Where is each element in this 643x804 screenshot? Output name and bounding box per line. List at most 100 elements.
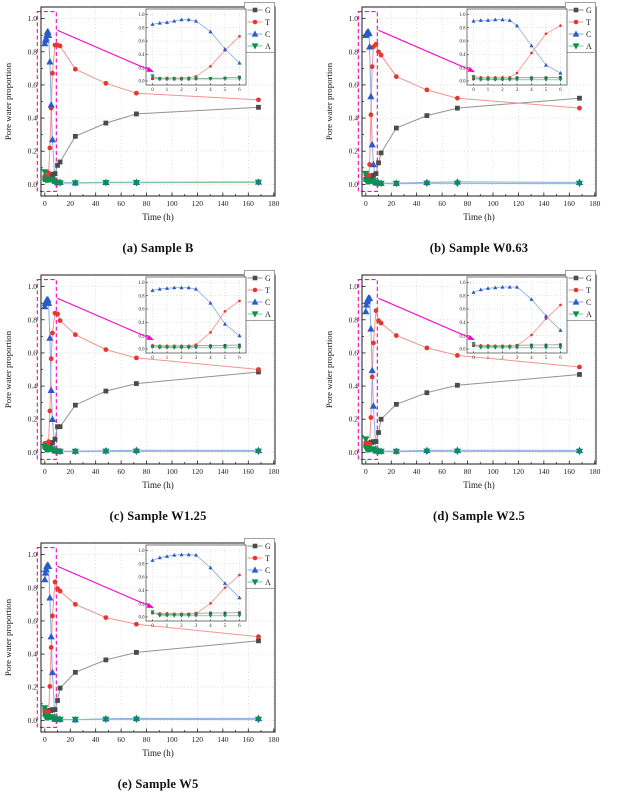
svg-text:0.2: 0.2 bbox=[460, 66, 467, 71]
svg-text:A: A bbox=[265, 578, 271, 587]
panel-caption-b: (b) Sample W0.63 bbox=[429, 241, 529, 255]
svg-text:1.0: 1.0 bbox=[139, 549, 146, 554]
panel-sample-w25: 0 20 40 60 80 100 120 140 160 180 0.0 0.2 0.4 0.6 0.8 1… bbox=[321, 268, 642, 536]
inset-chart: 0 1 2 3 4 5 6 0.0 0.2 0.4 0.6 0.8 1.0 bbox=[460, 8, 568, 93]
svg-text:0.8: 0.8 bbox=[139, 294, 146, 299]
svg-text:G: G bbox=[265, 274, 271, 283]
empty-cell bbox=[321, 536, 643, 804]
svg-text:80: 80 bbox=[143, 467, 151, 476]
inset-chart: 0 1 2 3 4 5 6 0.0 0.2 0.4 0.6 0.8 1.0 bbox=[460, 276, 568, 361]
svg-text:6: 6 bbox=[238, 88, 241, 93]
x-axis-label: Time (h) bbox=[463, 212, 494, 222]
svg-text:100: 100 bbox=[487, 199, 499, 208]
zoom-region-box bbox=[357, 279, 378, 460]
svg-text:0.8: 0.8 bbox=[349, 315, 359, 324]
svg-text:G: G bbox=[586, 6, 592, 15]
inset-chart: 0 1 2 3 4 5 6 0.0 0.2 0.4 0.6 0.8 1.0 bbox=[139, 544, 247, 629]
svg-text:1: 1 bbox=[166, 356, 169, 361]
svg-text:A: A bbox=[586, 42, 592, 51]
svg-text:A: A bbox=[265, 310, 271, 319]
series bbox=[41, 561, 263, 724]
svg-text:0.0: 0.0 bbox=[349, 448, 359, 457]
svg-text:0.8: 0.8 bbox=[139, 562, 146, 567]
svg-text:T: T bbox=[265, 18, 270, 27]
svg-text:1.0: 1.0 bbox=[139, 13, 146, 18]
zoom-callout-arrow bbox=[57, 29, 148, 70]
svg-text:0.0: 0.0 bbox=[28, 716, 38, 725]
sample-w5-chart: 0 20 40 60 80 100 120 140 160 1800.00.20.40.60.81… bbox=[0, 536, 321, 768]
svg-text:G: G bbox=[265, 6, 271, 15]
series bbox=[41, 28, 263, 187]
svg-text:5: 5 bbox=[224, 88, 227, 93]
svg-text:0.8: 0.8 bbox=[28, 47, 38, 56]
x-axis-label: Time (h) bbox=[142, 480, 173, 490]
svg-text:0: 0 bbox=[364, 199, 368, 208]
svg-text:60: 60 bbox=[438, 467, 446, 476]
svg-text:0.2: 0.2 bbox=[28, 415, 38, 424]
svg-text:0: 0 bbox=[472, 88, 475, 93]
y-axis-label: Pore water proportion bbox=[3, 62, 13, 140]
axis-ticks: 0 20 40 60 80 100 120 140 160 1800.00.20.40.60.81… bbox=[349, 282, 601, 476]
svg-text:40: 40 bbox=[413, 467, 421, 476]
zoom-region-box bbox=[36, 547, 57, 728]
svg-text:0.2: 0.2 bbox=[460, 334, 467, 339]
svg-text:0: 0 bbox=[151, 624, 154, 629]
svg-text:0.0: 0.0 bbox=[28, 448, 38, 457]
svg-text:140: 140 bbox=[217, 467, 229, 476]
svg-text:1: 1 bbox=[166, 624, 169, 629]
svg-text:1.0: 1.0 bbox=[28, 282, 38, 291]
svg-text:0.6: 0.6 bbox=[28, 80, 38, 89]
x-axis-label: Time (h) bbox=[142, 748, 173, 758]
svg-text:6: 6 bbox=[559, 356, 562, 361]
zoom-callout-arrowhead bbox=[467, 66, 475, 73]
panel-sample-b: 0 20 40 60 80 100 120 140 160 180 0.0 0.2 0.4 0.6 0.8 1… bbox=[0, 0, 321, 268]
y-axis-label: Pore water proportion bbox=[3, 598, 13, 676]
svg-text:140: 140 bbox=[538, 467, 550, 476]
svg-text:1.0: 1.0 bbox=[460, 13, 467, 18]
svg-text:0.2: 0.2 bbox=[139, 602, 146, 607]
svg-text:5: 5 bbox=[545, 356, 548, 361]
svg-text:60: 60 bbox=[117, 199, 125, 208]
svg-text:0: 0 bbox=[472, 356, 475, 361]
svg-text:0.6: 0.6 bbox=[28, 348, 38, 357]
svg-text:0.2: 0.2 bbox=[349, 147, 359, 156]
svg-text:180: 180 bbox=[268, 199, 280, 208]
svg-text:40: 40 bbox=[92, 199, 100, 208]
svg-text:100: 100 bbox=[166, 467, 178, 476]
svg-text:60: 60 bbox=[117, 735, 125, 744]
svg-text:6: 6 bbox=[559, 88, 562, 93]
zoom-callout-arrowhead bbox=[146, 66, 154, 73]
svg-text:80: 80 bbox=[464, 467, 472, 476]
svg-text:0.6: 0.6 bbox=[460, 40, 467, 45]
svg-text:0.8: 0.8 bbox=[28, 583, 38, 592]
svg-text:2: 2 bbox=[501, 356, 504, 361]
svg-text:0.4: 0.4 bbox=[460, 53, 467, 58]
svg-text:0.8: 0.8 bbox=[460, 294, 467, 299]
axis-ticks: 0 20 40 60 80 100 120 140 160 1800.00.20.40.60.81… bbox=[349, 14, 601, 208]
svg-text:0.4: 0.4 bbox=[349, 382, 359, 391]
svg-text:6: 6 bbox=[238, 356, 241, 361]
sample-w063-chart: 0 20 40 60 80 100 120 140 160 1800.00.20.40.60.81… bbox=[321, 0, 642, 232]
svg-text:0.8: 0.8 bbox=[28, 315, 38, 324]
svg-text:1: 1 bbox=[166, 88, 169, 93]
svg-text:A: A bbox=[586, 310, 592, 319]
zoom-callout-arrowhead bbox=[146, 602, 154, 609]
svg-text:20: 20 bbox=[67, 467, 75, 476]
svg-text:3: 3 bbox=[516, 356, 519, 361]
y-axis-label: Pore water proportion bbox=[324, 330, 334, 408]
svg-text:3: 3 bbox=[195, 88, 198, 93]
svg-text:100: 100 bbox=[166, 199, 178, 208]
svg-text:160: 160 bbox=[564, 467, 576, 476]
svg-text:180: 180 bbox=[268, 467, 280, 476]
svg-text:1.0: 1.0 bbox=[139, 281, 146, 286]
svg-text:0.0: 0.0 bbox=[139, 616, 146, 621]
svg-text:20: 20 bbox=[388, 199, 396, 208]
panel-caption-e: (e) Sample W5 bbox=[117, 777, 199, 791]
svg-text:5: 5 bbox=[224, 624, 227, 629]
svg-text:160: 160 bbox=[243, 467, 255, 476]
